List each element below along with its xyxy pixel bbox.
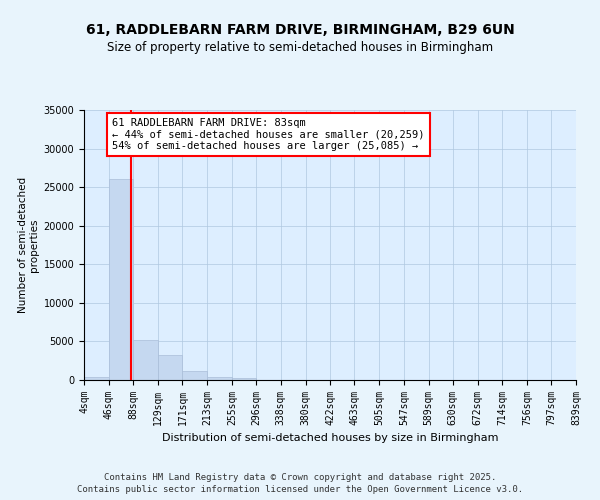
Bar [158, 356, 182, 380]
Text: 61, RADDLEBARN FARM DRIVE, BIRMINGHAM, B29 6UN: 61, RADDLEBARN FARM DRIVE, BIRMINGHAM, B… [86, 22, 514, 36]
Bar [133, 340, 158, 380]
Text: Contains public sector information licensed under the Open Government Licence v3: Contains public sector information licen… [77, 485, 523, 494]
Y-axis label: Number of semi-detached
properties: Number of semi-detached properties [17, 177, 39, 313]
Text: Contains HM Land Registry data © Crown copyright and database right 2025.: Contains HM Land Registry data © Crown c… [104, 472, 496, 482]
Text: 61 RADDLEBARN FARM DRIVE: 83sqm
← 44% of semi-detached houses are smaller (20,25: 61 RADDLEBARN FARM DRIVE: 83sqm ← 44% of… [112, 118, 425, 151]
Bar [232, 378, 256, 380]
Bar [207, 377, 232, 380]
Bar [84, 377, 109, 380]
Bar [109, 178, 133, 380]
Bar [182, 370, 207, 380]
Text: Size of property relative to semi-detached houses in Birmingham: Size of property relative to semi-detach… [107, 41, 493, 54]
X-axis label: Distribution of semi-detached houses by size in Birmingham: Distribution of semi-detached houses by … [162, 434, 498, 444]
